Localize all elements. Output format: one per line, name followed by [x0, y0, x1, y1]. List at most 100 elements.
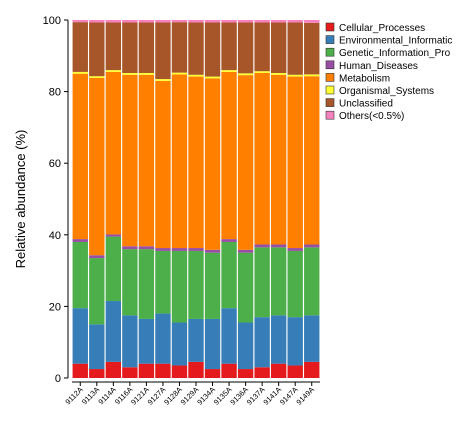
bar-segment-2-9129A: [188, 318, 204, 362]
bar-segment-6-9137A: [254, 71, 270, 73]
bar-segment-2-9127A: [155, 313, 171, 364]
x-axis: 9112A9113A9114A9116A9121A9127A9128A9129A…: [63, 381, 320, 407]
bar-segment-6-9136A: [237, 73, 254, 76]
bar-segment-4-9136A: [237, 249, 254, 253]
bar-segment-3-9128A: [171, 250, 188, 323]
bar-segment-8-9147A: [287, 20, 303, 23]
bar-segment-2-9147A: [287, 317, 303, 366]
bar-segment-4-9129A: [188, 248, 204, 251]
bar-segment-3-9116A: [122, 249, 138, 316]
bar-segment-2-9141A: [270, 315, 287, 364]
bar-segment-2-9136A: [237, 322, 254, 370]
bar-segment-1-9116A: [122, 367, 138, 378]
bar-segment-5-9127A: [155, 80, 171, 249]
legend-swatch: [325, 85, 335, 95]
bar-segment-1-9149A: [304, 361, 320, 378]
legend: Cellular_Processes Environmental_Informat…: [325, 22, 452, 122]
bar-segment-5-9113A: [89, 78, 105, 256]
bar-segment-5-9141A: [270, 74, 287, 245]
bar-segment-5-9149A: [304, 76, 320, 245]
bar-segment-2-9121A: [138, 318, 155, 364]
bar-segment-7-9127A: [155, 22, 171, 80]
plot-area: [72, 20, 320, 378]
bar-segment-2-9149A: [304, 315, 320, 362]
bar-segment-7-9149A: [304, 22, 320, 75]
y-tick-label: 60: [49, 158, 61, 170]
bar-segment-2-9113A: [89, 324, 105, 370]
bar-segment-7-9135A: [221, 22, 237, 71]
bar-segment-5-9136A: [237, 75, 254, 250]
y-tick-label: 100: [43, 15, 61, 27]
bar-segment-4-9137A: [254, 244, 270, 248]
bar-segment-7-9141A: [270, 22, 287, 73]
bar-segment-1-9121A: [138, 363, 155, 378]
bar-segment-8-9137A: [254, 20, 270, 23]
bar-segment-3-9135A: [221, 241, 237, 309]
bar-segment-8-9136A: [237, 20, 254, 23]
bar-segment-7-9129A: [188, 22, 204, 75]
bar-segment-6-9129A: [188, 74, 204, 77]
bar-segment-6-9112A: [72, 71, 88, 74]
bar-segment-1-9141A: [270, 363, 287, 378]
bar-segment-3-9127A: [155, 250, 171, 314]
bar-segment-2-9134A: [204, 318, 221, 370]
legend-swatch: [325, 73, 335, 82]
bar-segment-5-9116A: [122, 74, 138, 247]
bar-segment-8-9127A: [155, 20, 171, 23]
bar-segment-2-9114A: [105, 301, 122, 362]
y-tick-label: 20: [49, 301, 61, 313]
y-tick-label: 40: [49, 230, 61, 242]
x-tick-label: 9112A: [63, 385, 84, 406]
bar-segment-3-9113A: [89, 258, 105, 325]
bar-segment-7-9116A: [122, 22, 138, 73]
bar-segment-1-9128A: [171, 365, 188, 378]
bar-segment-8-9128A: [171, 20, 188, 23]
legend-swatch: [325, 110, 335, 120]
bar-segment-6-9128A: [171, 72, 188, 75]
bar-segment-3-9112A: [72, 241, 88, 309]
bar-segment-7-9113A: [89, 22, 105, 77]
bar-segment-6-9114A: [105, 70, 122, 72]
bar-segment-8-9134A: [204, 20, 221, 23]
legend-label: Genetic_Information_Pro: [339, 48, 451, 59]
y-axis-title: Relative abundance (%): [13, 130, 28, 269]
bar-segment-7-9112A: [72, 22, 88, 72]
bar-segment-2-9137A: [254, 317, 270, 368]
bar-segment-5-9147A: [287, 76, 303, 249]
bar-segment-6-9121A: [138, 72, 155, 75]
bar-segment-3-9134A: [204, 252, 221, 319]
bar-segment-4-9113A: [89, 255, 105, 259]
bar-segment-3-9147A: [287, 250, 303, 318]
bar-segment-1-9127A: [155, 363, 171, 378]
bar-segment-5-9135A: [221, 71, 237, 240]
bar-segment-3-9149A: [304, 247, 320, 316]
bar-segment-5-9129A: [188, 76, 204, 249]
bar-segment-7-9134A: [204, 22, 221, 77]
bar-segment-8-9114A: [105, 20, 122, 23]
bar-segment-2-9128A: [171, 322, 188, 366]
legend-swatch: [325, 98, 335, 107]
legend-label: Metabolism: [339, 73, 390, 84]
bar-segment-4-9141A: [270, 244, 287, 248]
bar-segment-3-9121A: [138, 249, 155, 319]
legend-swatch: [325, 35, 335, 44]
y-tick-label: 0: [55, 373, 61, 385]
bar-segment-7-9121A: [138, 22, 155, 73]
bar-segment-4-9114A: [105, 234, 122, 237]
bar-segment-8-9113A: [89, 20, 105, 23]
y-axis: 0 20 40 60 80 100: [43, 15, 69, 385]
legend-swatch: [325, 47, 335, 57]
bar-segment-2-9112A: [72, 308, 88, 364]
legend-label: Unclassified: [339, 99, 393, 110]
bar-segment-4-9127A: [155, 248, 171, 251]
bar-segment-1-9136A: [237, 369, 254, 378]
legend-swatch: [325, 60, 335, 70]
bar-segment-6-9141A: [270, 72, 287, 75]
bar-segment-1-9137A: [254, 367, 270, 378]
bar-segment-1-9129A: [188, 361, 204, 378]
bar-segment-8-9129A: [188, 20, 204, 23]
bar-segment-7-9114A: [105, 22, 122, 71]
bar-segment-7-9137A: [254, 22, 270, 72]
bar-segment-6-9147A: [287, 74, 303, 77]
